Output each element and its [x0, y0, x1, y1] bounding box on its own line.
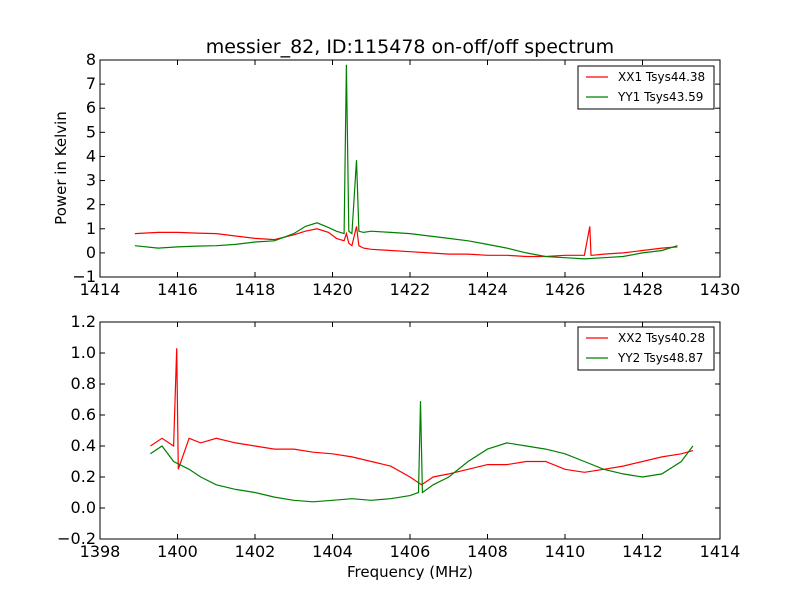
series-line-bottom-1 — [150, 401, 694, 503]
top-plot-legend: XX1 Tsys44.38 YY1 Tsys43.59 — [577, 65, 715, 110]
y-tick-label: 5 — [86, 122, 96, 141]
legend-label: YY2 Tsys48.87 — [617, 351, 703, 365]
x-tick-label: 1404 — [312, 542, 353, 561]
bottom-plot-x-axis-label: Frequency (MHz) — [347, 563, 473, 581]
y-tick-label: 0.8 — [71, 374, 96, 393]
bottom-plot-legend: XX2 Tsys40.28 YY2 Tsys48.87 — [577, 326, 715, 371]
x-tick-label: 1400 — [157, 542, 198, 561]
y-tick-label: 1.0 — [71, 343, 96, 362]
bottom-plot: 1398 1400 1402 1404 1406 1408 1410 1412 1414 −0.2… — [57, 312, 740, 581]
x-tick-label: 1416 — [157, 280, 198, 299]
y-tick-label: 8 — [86, 50, 96, 69]
y-tick-label: 4 — [86, 146, 96, 165]
x-tick-label: 1426 — [545, 280, 586, 299]
x-tick-label: 1398 — [80, 542, 121, 561]
y-tick-label: −1 — [72, 267, 96, 286]
x-tick-label: 1422 — [390, 280, 431, 299]
top-plot-y-axis-label: Power in Kelvin — [52, 111, 70, 225]
y-tick-label: −0.2 — [57, 529, 96, 548]
y-tick-label: 0.6 — [71, 405, 96, 424]
x-tick-label: 1424 — [467, 280, 508, 299]
y-tick-label: 0 — [86, 243, 96, 262]
top-plot: messier_82, ID:115478 on-off/off spectru… — [52, 36, 740, 299]
y-tick-label: 3 — [86, 171, 96, 190]
x-tick-label: 1414 — [700, 542, 741, 561]
y-tick-label: 0.2 — [71, 467, 96, 486]
y-tick-label: 0.4 — [71, 436, 96, 455]
top-plot-title: messier_82, ID:115478 on-off/off spectru… — [206, 36, 614, 58]
legend-box — [577, 65, 715, 110]
bottom-plot-series-group — [150, 348, 694, 503]
x-tick-label: 1406 — [390, 542, 431, 561]
legend-label: XX2 Tsys40.28 — [618, 331, 705, 345]
y-tick-label: 1 — [86, 219, 96, 238]
y-tick-label: 2 — [86, 195, 96, 214]
top-plot-ticks: 1414 1416 1418 1420 1422 1424 1426 1428 1430−101… — [72, 50, 740, 299]
x-tick-label: 1402 — [235, 542, 276, 561]
top-plot-series-group — [134, 64, 678, 260]
x-tick-label: 1430 — [700, 280, 741, 299]
x-tick-label: 1414 — [80, 280, 121, 299]
y-tick-label: 6 — [86, 98, 96, 117]
legend-box — [577, 326, 715, 371]
legend-label: XX1 Tsys44.38 — [618, 70, 705, 84]
y-tick-label: 7 — [86, 74, 96, 93]
x-tick-label: 1418 — [235, 280, 276, 299]
x-tick-label: 1428 — [622, 280, 663, 299]
y-tick-label: 0.0 — [71, 498, 96, 517]
x-tick-label: 1420 — [312, 280, 353, 299]
x-tick-label: 1408 — [467, 542, 508, 561]
series-line-top-0 — [134, 226, 678, 258]
bottom-plot-ticks: 1398 1400 1402 1404 1406 1408 1410 1412 1414 −0.2… — [57, 312, 740, 561]
x-tick-label: 1412 — [622, 542, 663, 561]
y-tick-label: 1.2 — [71, 312, 96, 331]
series-line-bottom-0 — [150, 348, 694, 486]
x-tick-label: 1410 — [545, 542, 586, 561]
series-line-top-1 — [134, 64, 678, 260]
legend-label: YY1 Tsys43.59 — [617, 90, 703, 104]
